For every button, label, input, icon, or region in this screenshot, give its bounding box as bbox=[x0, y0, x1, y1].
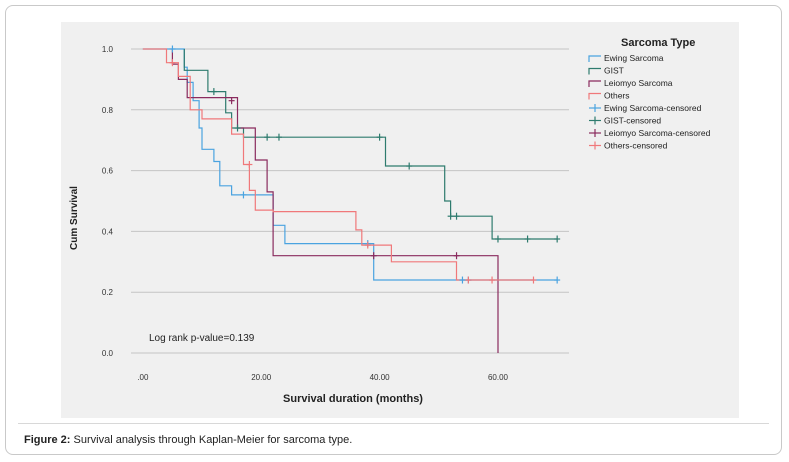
legend: Sarcoma Type Ewing Sarcoma GIST Leiomyo Sa… bbox=[588, 37, 711, 151]
caption-text: Survival analysis through Kaplan-Meier f… bbox=[73, 434, 353, 446]
censor-mark-others bbox=[246, 161, 253, 169]
censor-mark-leiomyo-sarcoma bbox=[453, 252, 460, 260]
y-axis-label: Cum Survival bbox=[69, 186, 80, 250]
legend-line-swatch bbox=[588, 80, 601, 87]
censor-mark-gist bbox=[447, 212, 454, 220]
censor-mark-ewing-sarcoma bbox=[169, 45, 176, 53]
x-tick-label: 60.00 bbox=[488, 373, 509, 382]
caption-divider bbox=[18, 423, 769, 424]
figure-frame: 0.0 0.2 0.4 0.6 0.8 1.0 .00 20.00 40.00 60.00 Cum… bbox=[5, 5, 782, 455]
censor-mark-gist bbox=[275, 133, 282, 141]
y-tick-label: 1.0 bbox=[102, 45, 114, 54]
x-tick-label: .00 bbox=[137, 373, 149, 382]
y-tick-label: 0.2 bbox=[102, 288, 114, 297]
y-tick-label: 0.6 bbox=[102, 167, 114, 176]
censor-mark-ewing-sarcoma bbox=[240, 191, 247, 199]
legend-line-swatch bbox=[588, 55, 601, 62]
legend-item: Ewing Sarcoma-censored bbox=[589, 103, 702, 113]
censor-mark-gist bbox=[524, 235, 531, 243]
censor-mark-others bbox=[530, 276, 537, 284]
legend-line-swatch bbox=[588, 92, 601, 100]
censor-mark-others bbox=[465, 276, 472, 284]
kaplan-meier-chart: 0.0 0.2 0.4 0.6 0.8 1.0 .00 20.00 40.00 60.00 Cum… bbox=[69, 37, 711, 405]
censor-mark-gist bbox=[264, 133, 271, 141]
legend-label: Leiomyo Sarcoma bbox=[604, 78, 673, 88]
logrank-annotation: Log rank p-value=0.139 bbox=[149, 333, 255, 344]
legend-label: GIST-censored bbox=[604, 116, 661, 126]
censor-mark-others bbox=[169, 59, 176, 67]
censor-mark-leiomyo-sarcoma bbox=[370, 252, 377, 260]
censor-mark-others bbox=[364, 241, 371, 249]
censor-mark-gist bbox=[376, 133, 383, 141]
censor-mark-gist bbox=[554, 235, 561, 243]
figure-area: 0.0 0.2 0.4 0.6 0.8 1.0 .00 20.00 40.00 60.00 Cum… bbox=[61, 22, 739, 418]
censor-mark-gist bbox=[234, 124, 241, 132]
series-line-others bbox=[142, 48, 534, 281]
grid-layer bbox=[131, 48, 569, 354]
legend-line-swatch bbox=[588, 67, 601, 75]
y-tick-label: 0.8 bbox=[102, 106, 114, 115]
x-axis-label: Survival duration (months) bbox=[283, 393, 423, 405]
x-tick-label: 40.00 bbox=[370, 373, 391, 382]
legend-item: Others-censored bbox=[589, 141, 668, 151]
series-line-gist bbox=[183, 49, 558, 240]
legend-item: Others bbox=[588, 91, 630, 101]
y-tick-label: 0.0 bbox=[102, 349, 114, 358]
series-layer bbox=[142, 48, 558, 353]
legend-label: Leiomyo Sarcoma-censored bbox=[604, 128, 711, 138]
legend-item: Leiomyo Sarcoma bbox=[588, 78, 673, 88]
figure-caption: Figure 2: Survival analysis through Kapl… bbox=[24, 434, 352, 446]
censor-mark-ewing-sarcoma bbox=[459, 276, 466, 284]
censor-mark-others bbox=[489, 276, 496, 284]
legend-item: Leiomyo Sarcoma-censored bbox=[589, 128, 711, 138]
censor-mark-gist bbox=[494, 235, 501, 243]
series-line-ewing-sarcoma bbox=[142, 48, 558, 281]
y-tick-label: 0.4 bbox=[102, 227, 114, 236]
legend-label: Others bbox=[604, 91, 630, 101]
legend-label: GIST bbox=[604, 66, 624, 76]
censor-mark-gist bbox=[406, 162, 413, 170]
legend-label: Ewing Sarcoma-censored bbox=[604, 103, 702, 113]
caption-label: Figure 2: bbox=[24, 434, 71, 446]
censor-mark-gist bbox=[210, 88, 217, 96]
legend-label: Others-censored bbox=[604, 141, 668, 151]
legend-item: GIST-censored bbox=[589, 116, 661, 126]
legend-item: Ewing Sarcoma bbox=[588, 53, 664, 63]
censor-mark-leiomyo-sarcoma bbox=[228, 97, 235, 105]
censor-mark-gist bbox=[453, 212, 460, 220]
censor-mark-ewing-sarcoma bbox=[554, 276, 561, 284]
x-tick-label: 20.00 bbox=[251, 373, 272, 382]
legend-title: Sarcoma Type bbox=[621, 37, 695, 49]
censor-layer bbox=[169, 45, 561, 284]
legend-item: GIST bbox=[588, 66, 624, 76]
legend-label: Ewing Sarcoma bbox=[604, 53, 664, 63]
tick-layer: 0.0 0.2 0.4 0.6 0.8 1.0 .00 20.00 40.00 60.00 bbox=[102, 45, 509, 382]
